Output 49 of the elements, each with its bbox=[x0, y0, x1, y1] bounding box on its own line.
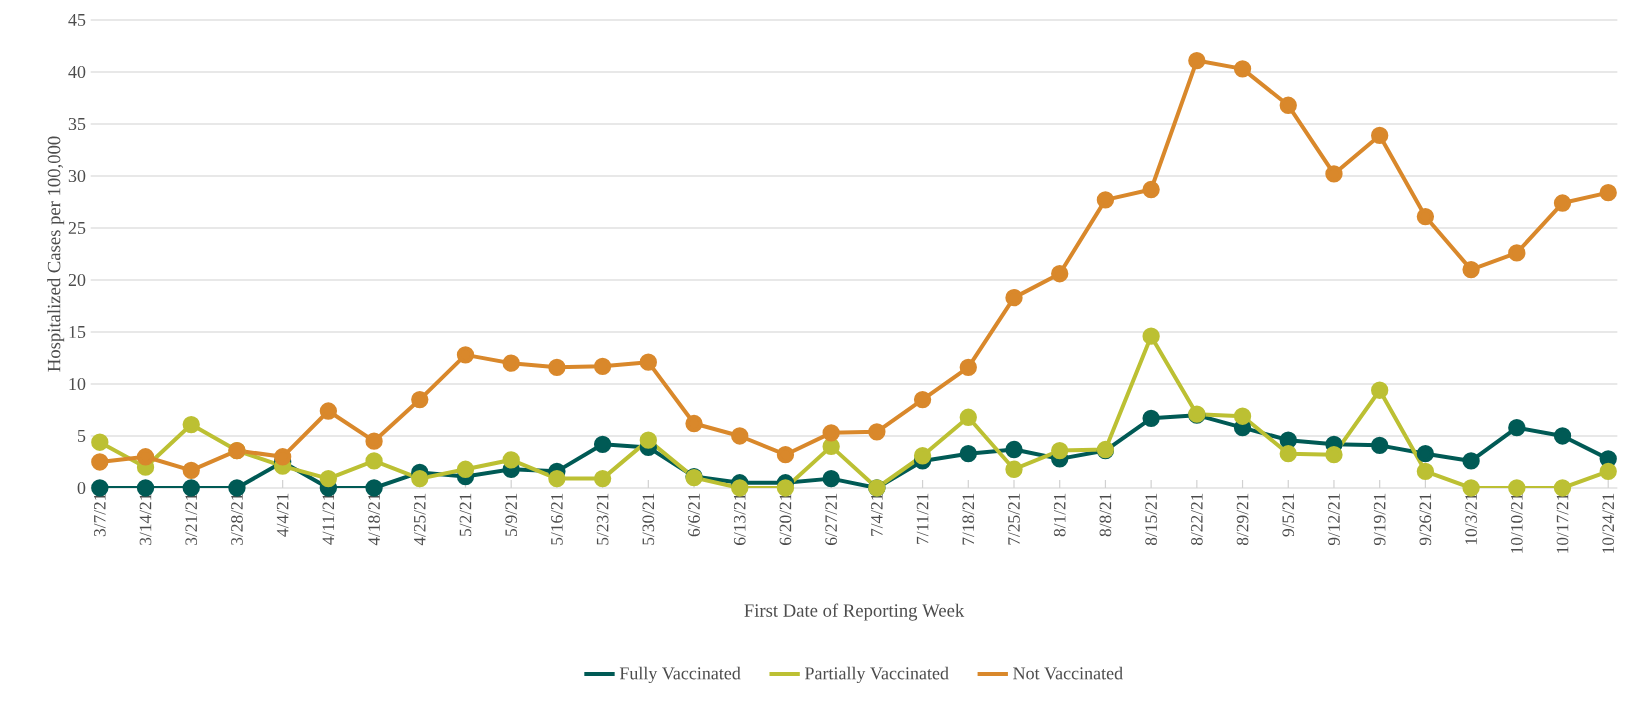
x-tick-label: 8/8/21 bbox=[1099, 493, 1112, 537]
x-tick-label: 9/12/21 bbox=[1328, 493, 1340, 546]
y-tick-label: 20 bbox=[68, 273, 86, 287]
x-tick-label: 3/14/21 bbox=[139, 493, 152, 545]
y-tick-label: 35 bbox=[68, 117, 86, 131]
y-tick-label: 30 bbox=[68, 169, 86, 183]
x-tick-label: 10/24/21 bbox=[1602, 493, 1615, 553]
legend-label: Partially Vaccinated bbox=[805, 666, 949, 684]
x-tick-label: 8/15/21 bbox=[1145, 493, 1157, 545]
x-tick-label: 8/29/21 bbox=[1236, 493, 1249, 545]
legend-label: Not Vaccinated bbox=[1013, 666, 1123, 680]
x-tick-label: 3/21/21 bbox=[185, 493, 198, 545]
y-tick-label: 10 bbox=[69, 377, 86, 391]
x-axis-title: First Date of Reporting Week bbox=[744, 603, 965, 621]
x-tick-label: 7/4/21 bbox=[871, 493, 883, 536]
x-tick-label: 10/3/21 bbox=[1465, 493, 1477, 545]
x-tick-label: 4/18/21 bbox=[368, 493, 380, 546]
x-tick-label: 7/11/21 bbox=[916, 493, 929, 544]
y-axis-title: Hospitalized Cases per 100,000 bbox=[47, 136, 65, 372]
x-tick-label: 6/27/21 bbox=[825, 493, 837, 545]
x-tick-label: 5/2/21 bbox=[459, 493, 472, 536]
x-tick-label: 5/23/21 bbox=[596, 493, 609, 545]
x-tick-label: 6/13/21 bbox=[733, 493, 746, 545]
x-tick-label: 9/26/21 bbox=[1419, 493, 1432, 546]
x-tick-label: 7/18/21 bbox=[962, 493, 975, 545]
x-tick-label: 3/7/21 bbox=[93, 493, 106, 537]
x-tick-label: 10/10/21 bbox=[1510, 493, 1523, 553]
x-tick-label: 5/9/21 bbox=[505, 493, 518, 536]
x-tick-label: 9/5/21 bbox=[1282, 493, 1295, 537]
legend-label: Fully Vaccinated bbox=[619, 666, 741, 684]
x-tick-label: 7/25/21 bbox=[1008, 493, 1020, 545]
x-tick-label: 5/30/21 bbox=[642, 493, 655, 545]
x-tick-label: 4/25/21 bbox=[413, 493, 426, 546]
y-tick-label: 0 bbox=[77, 481, 86, 495]
x-tick-label: 8/1/21 bbox=[1053, 493, 1066, 537]
x-tick-label: 5/16/21 bbox=[551, 493, 563, 545]
y-tick-label: 15 bbox=[69, 325, 86, 339]
y-tick-label: 5 bbox=[78, 430, 86, 442]
x-tick-label: 4/4/21 bbox=[276, 493, 289, 537]
y-tick-label: 25 bbox=[68, 221, 86, 235]
x-tick-label: 9/19/21 bbox=[1373, 493, 1386, 546]
x-tick-label: 6/6/21 bbox=[688, 493, 700, 537]
y-tick-label: 40 bbox=[68, 65, 86, 79]
y-tick-label: 45 bbox=[68, 13, 86, 26]
x-tick-label: 4/11/21 bbox=[322, 493, 335, 545]
x-tick-label: 10/17/21 bbox=[1556, 493, 1569, 553]
x-tick-label: 3/28/21 bbox=[231, 493, 243, 545]
x-tick-label: 8/22/21 bbox=[1190, 493, 1203, 545]
x-tick-label: 6/20/21 bbox=[779, 493, 792, 545]
